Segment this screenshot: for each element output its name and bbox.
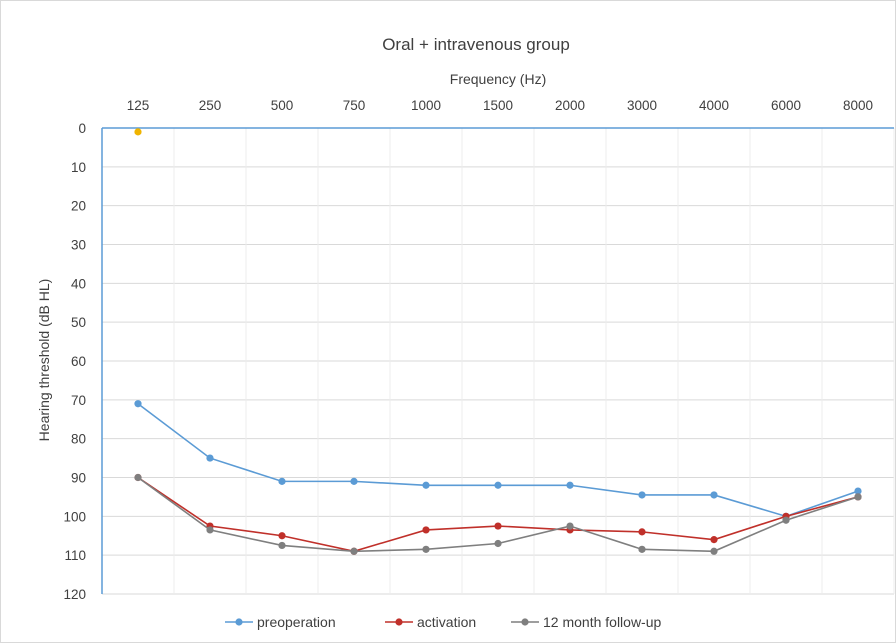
x-tick-label: 125 [127, 98, 150, 113]
legend-marker-12-month-follow-up [521, 618, 529, 626]
y-tick-label: 90 [71, 471, 86, 486]
x-tick-label: 1500 [483, 98, 513, 113]
x-tick-label: 8000 [843, 98, 873, 113]
legend-label-activation: activation [417, 614, 476, 630]
data-point-12-month-follow-up [638, 545, 646, 553]
x-tick-label: 1000 [411, 98, 441, 113]
x-axis-title: Frequency (Hz) [450, 71, 546, 87]
y-tick-label: 30 [71, 238, 86, 253]
y-tick-label: 10 [71, 160, 86, 175]
y-tick-label: 60 [71, 354, 86, 369]
chart-title: Oral + intravenous group [382, 35, 570, 54]
legend-marker-preoperation [235, 618, 243, 626]
y-tick-label: 100 [63, 509, 86, 524]
data-point-preoperation [350, 477, 358, 485]
data-point-12-month-follow-up [134, 473, 142, 482]
data-point-preoperation [566, 481, 574, 489]
data-point-12-month-follow-up [350, 547, 358, 555]
data-point-12-month-follow-up [710, 547, 718, 555]
data-point-activation [638, 528, 646, 536]
data-point-extra [134, 128, 142, 136]
data-point-12-month-follow-up [566, 522, 574, 530]
legend-label-12-month-follow-up: 12 month follow-up [543, 614, 662, 630]
y-tick-label: 40 [71, 276, 86, 291]
data-point-preoperation [494, 481, 502, 489]
x-tick-label: 250 [199, 98, 222, 113]
y-tick-label: 110 [64, 548, 86, 563]
y-tick-label: 50 [71, 315, 86, 330]
data-point-preoperation [710, 491, 718, 499]
data-point-activation [278, 532, 286, 540]
data-point-preoperation [278, 477, 286, 485]
data-point-preoperation [206, 454, 214, 462]
legend: preoperation activation 12 month follow-up [225, 614, 662, 630]
data-point-12-month-follow-up [206, 526, 214, 534]
axes: 0 10 20 30 40 50 60 70 80 90 100 110 120 125 250 500 750… [63, 98, 894, 602]
data-point-preoperation [422, 481, 430, 489]
y-tick-label: 0 [78, 121, 86, 136]
x-tick-label: 4000 [699, 98, 729, 113]
x-tick-label: 500 [271, 98, 294, 113]
data-point-12-month-follow-up [782, 516, 790, 524]
y-tick-label: 120 [63, 587, 86, 602]
grid-lines [102, 128, 895, 595]
y-tick-label: 80 [71, 432, 86, 447]
legend-marker-activation [395, 618, 403, 626]
data-point-12-month-follow-up [494, 539, 502, 548]
y-tick-label: 20 [71, 199, 86, 214]
data-point-activation [494, 522, 502, 530]
data-point-preoperation [638, 491, 646, 499]
x-tick-label: 3000 [627, 98, 657, 113]
data-point-activation [422, 526, 430, 534]
series-lines [134, 128, 862, 555]
x-tick-label: 750 [343, 98, 366, 113]
legend-label-preoperation: preoperation [257, 614, 336, 630]
y-tick-label: 70 [71, 393, 86, 408]
data-point-preoperation [134, 400, 142, 408]
data-point-12-month-follow-up [422, 545, 430, 553]
data-point-12-month-follow-up [854, 493, 862, 501]
data-point-preoperation [854, 487, 862, 495]
data-point-activation [710, 536, 718, 544]
x-tick-label: 6000 [771, 98, 801, 113]
data-point-12-month-follow-up [278, 541, 286, 550]
y-axis-title: Hearing threshold (dB HL) [36, 279, 52, 442]
x-tick-label: 2000 [555, 98, 585, 113]
